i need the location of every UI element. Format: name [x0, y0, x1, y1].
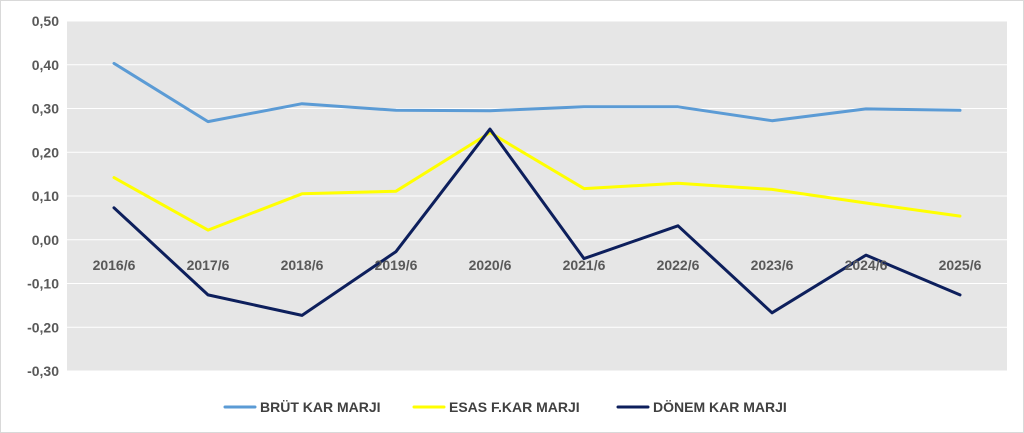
x-tick-label: 2021/6: [563, 257, 606, 273]
series-line-1: [112, 61, 962, 124]
x-tick-label: 2016/6: [93, 257, 136, 273]
y-tick-label: 0,00: [32, 232, 59, 248]
series-line-3: [112, 127, 962, 317]
series-line-2: [112, 131, 962, 232]
x-tick-label: 2022/6: [657, 257, 700, 273]
x-tick-label: 2020/6: [469, 257, 512, 273]
y-tick-label: 0,10: [32, 188, 59, 204]
x-tick-label: 2017/6: [187, 257, 230, 273]
legend: BRÜT KAR MARJI ESAS F.KAR MARJI DÖNEM KAR …: [223, 399, 787, 415]
legend-label: DÖNEM KAR MARJI: [653, 399, 787, 415]
y-tick-label: 0,50: [32, 13, 59, 29]
y-tick-label: -0,30: [27, 363, 59, 379]
y-tick-label: 0,30: [32, 101, 59, 117]
y-axis-ticks: 0,50 0,40 0,30 0,20 0,10 0,00 -0,10 -0,20 -0,30: [27, 13, 59, 379]
x-tick-label: 2024/6: [845, 257, 888, 273]
y-tick-label: -0,10: [27, 276, 59, 292]
x-tick-label: 2023/6: [751, 257, 794, 273]
x-tick-label: 2018/6: [281, 257, 324, 273]
y-tick-label: 0,20: [32, 144, 59, 160]
legend-label: ESAS F.KAR MARJI: [449, 399, 580, 415]
x-tick-label: 2025/6: [939, 257, 982, 273]
y-tick-label: -0,20: [27, 319, 59, 335]
series-lines: [112, 61, 962, 317]
legend-label: BRÜT KAR MARJI: [260, 399, 381, 415]
y-tick-label: 0,40: [32, 57, 59, 73]
x-axis-ticks: 2016/6 2017/6 2018/6 2019/6 2020/6 2021/6 2022…: [93, 257, 982, 273]
x-tick-label: 2019/6: [375, 257, 418, 273]
